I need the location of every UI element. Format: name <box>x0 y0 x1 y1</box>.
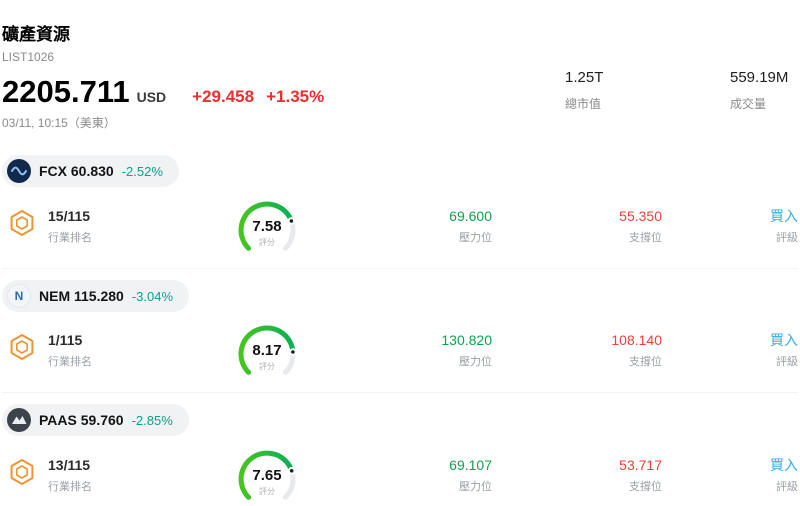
ticker-price: FCX 60.830 <box>39 163 114 179</box>
ticker-change: -3.04% <box>131 288 174 304</box>
industry-rank-label: 行業排名 <box>48 232 92 244</box>
price-row: 2205.711 USD +29.458 +1.35% <box>2 75 798 109</box>
rating-value[interactable]: 買入 <box>770 208 798 224</box>
paas-logo-icon <box>7 408 31 432</box>
change-value: +29.458 <box>192 87 255 106</box>
resistance-label: 壓力位 <box>459 356 492 368</box>
resistance-label: 壓力位 <box>459 481 492 493</box>
support-label: 支撐位 <box>629 356 662 368</box>
stock-data-row: 13/115 行業排名 7.65 評分 69.107 壓力位 53.717 支撐… <box>2 450 798 505</box>
fcx-logo-icon <box>7 159 31 183</box>
rating-cell[interactable]: 買入 評級 <box>662 206 798 245</box>
page-title: 礦產資源 <box>2 25 70 44</box>
rating-value[interactable]: 買入 <box>770 457 798 473</box>
market-cap-label: 總市值 <box>565 97 602 111</box>
support-label: 支撐位 <box>629 481 662 493</box>
stock-data-row: 1/115 行業排名 8.17 評分 130.820 壓力位 108.140 支… <box>2 325 798 380</box>
rating-label: 評級 <box>776 356 798 368</box>
stock-section-paas: PAAS 59.760 -2.85% 13/115 行業排名 7.65 評分 <box>2 392 798 505</box>
resistance-cell: 69.600 壓力位 <box>332 206 492 245</box>
ticker-change: -2.85% <box>131 412 173 428</box>
stock-data-row: 15/115 行業排名 7.58 評分 69.600 壓力位 55.350 支撐… <box>2 201 798 256</box>
score-label: 評分 <box>259 238 275 247</box>
market-cap-stat: 1.25T 總市值 <box>565 68 603 112</box>
score-gauge: 7.58 評分 <box>224 198 310 256</box>
industry-rank-value: 15/115 <box>48 208 91 224</box>
industry-rank-cell: 13/115 行業排名 <box>42 455 202 494</box>
industry-rank-label: 行業排名 <box>48 356 92 368</box>
resistance-label: 壓力位 <box>459 232 492 244</box>
rating-label: 評級 <box>776 232 798 244</box>
support-value: 53.717 <box>619 457 662 473</box>
watchlist-page: 礦產資源 LIST1026 2205.711 USD +29.458 +1.35… <box>0 18 800 506</box>
resistance-value: 69.600 <box>449 208 492 224</box>
ticker-change: -2.52% <box>121 163 163 179</box>
support-cell: 53.717 支撐位 <box>492 455 662 494</box>
support-value: 108.140 <box>611 332 662 348</box>
industry-hexagon-icon <box>10 334 34 360</box>
index-price: 2205.711 <box>2 74 130 109</box>
rating-cell[interactable]: 買入 評級 <box>662 455 798 494</box>
rating-cell[interactable]: 買入 評級 <box>662 330 798 369</box>
index-change: +29.458 +1.35% <box>192 87 324 107</box>
timestamp: 03/11, 10:15（美東） <box>2 116 116 130</box>
resistance-value: 130.820 <box>441 332 492 348</box>
nem-logo-icon: N <box>7 284 31 308</box>
resistance-cell: 69.107 壓力位 <box>332 455 492 494</box>
score-value: 7.58 <box>252 218 282 235</box>
industry-hexagon-icon <box>10 210 34 236</box>
ticker-price: NEM 115.280 <box>39 288 124 304</box>
score-gauge: 7.65 評分 <box>224 447 310 505</box>
score-value: 8.17 <box>252 342 282 359</box>
stock-badge-paas[interactable]: PAAS 59.760 -2.85% <box>2 404 189 436</box>
industry-rank-cell: 1/115 行業排名 <box>42 330 202 369</box>
score-value: 7.65 <box>252 467 282 484</box>
industry-rank-value: 1/115 <box>48 332 83 348</box>
support-label: 支撐位 <box>629 232 662 244</box>
stock-section-nem: N NEM 115.280 -3.04% 1/115 行業排名 8.17 評分 <box>2 268 798 380</box>
score-gauge: 8.17 評分 <box>224 322 310 380</box>
support-cell: 55.350 支撐位 <box>492 206 662 245</box>
resistance-value: 69.107 <box>449 457 492 473</box>
industry-rank-label: 行業排名 <box>48 481 92 493</box>
support-value: 55.350 <box>619 208 662 224</box>
stock-section-fcx: FCX 60.830 -2.52% 15/115 行業排名 7.58 評分 <box>2 155 798 256</box>
change-percent: +1.35% <box>266 87 325 106</box>
score-label: 評分 <box>259 362 275 371</box>
volume-stat: 559.19M 成交量 <box>730 68 788 112</box>
header: 礦產資源 LIST1026 2205.711 USD +29.458 +1.35… <box>2 24 798 131</box>
industry-hexagon-icon <box>10 459 34 485</box>
list-id: LIST1026 <box>2 50 55 64</box>
support-cell: 108.140 支撐位 <box>492 330 662 369</box>
volume-label: 成交量 <box>730 97 767 111</box>
market-cap-value: 1.25T <box>565 69 604 86</box>
ticker-price: PAAS 59.760 <box>39 412 124 428</box>
rating-value[interactable]: 買入 <box>770 332 798 348</box>
industry-rank-cell: 15/115 行業排名 <box>42 206 202 245</box>
stock-badge-fcx[interactable]: FCX 60.830 -2.52% <box>2 155 179 187</box>
stock-badge-nem[interactable]: N NEM 115.280 -3.04% <box>2 280 190 312</box>
volume-value: 559.19M <box>730 69 789 86</box>
industry-rank-value: 13/115 <box>48 457 91 473</box>
resistance-cell: 130.820 壓力位 <box>332 330 492 369</box>
currency-label: USD <box>136 89 167 105</box>
rating-label: 評級 <box>776 481 798 493</box>
